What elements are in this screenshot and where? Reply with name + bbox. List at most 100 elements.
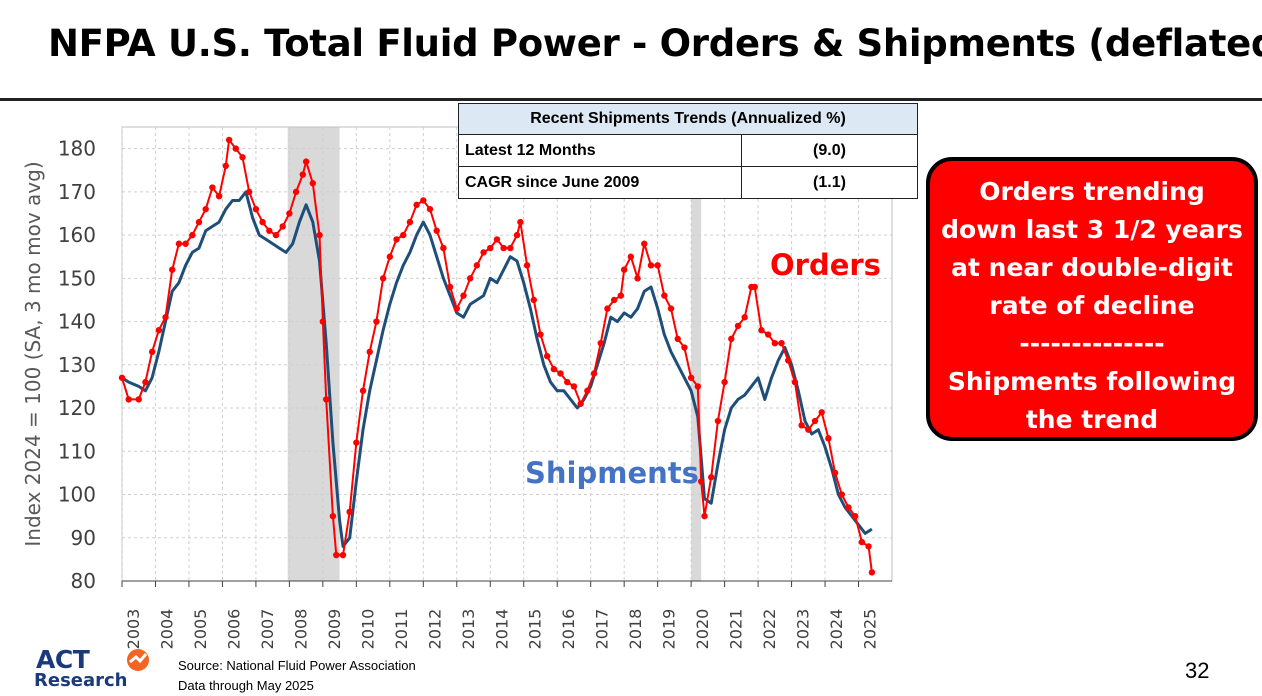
- x-tick-label: 2009: [325, 609, 344, 650]
- y-tick-label: 140: [58, 310, 96, 334]
- orders-data-point: [791, 378, 799, 386]
- y-tick-label: 120: [58, 396, 96, 420]
- orders-data-point: [333, 551, 340, 559]
- x-tick-label: 2007: [258, 609, 277, 650]
- callout-line: the trend: [1025, 405, 1159, 434]
- orders-series-line: [121, 139, 873, 573]
- orders-data-point: [440, 244, 447, 252]
- shipments-trend-table: Recent Shipments Trends (Annualized %) L…: [458, 103, 918, 199]
- orders-data-point: [617, 292, 625, 299]
- orders-data-point: [225, 136, 233, 144]
- orders-data-point: [406, 218, 414, 226]
- orders-data-point: [493, 236, 501, 243]
- orders-data-point: [292, 188, 300, 196]
- orders-data-point: [309, 180, 317, 187]
- logo-swoosh-icon: [127, 649, 149, 671]
- orders-data-point: [239, 154, 246, 161]
- orders-data-point: [286, 210, 293, 217]
- orders-data-point: [550, 365, 558, 373]
- orders-data-point: [393, 236, 400, 243]
- orders-data-point: [359, 387, 367, 394]
- orders-data-point: [400, 231, 407, 239]
- orders-data-point: [764, 331, 772, 338]
- orders-data-point: [513, 231, 521, 239]
- orders-data-point: [858, 538, 866, 546]
- orders-data-point: [339, 551, 347, 559]
- orders-data-point: [142, 378, 149, 386]
- orders-data-point: [175, 240, 183, 247]
- orders-data-point: [426, 205, 434, 213]
- x-tick-label: 2008: [291, 609, 310, 650]
- orders-data-point: [319, 318, 327, 325]
- orders-data-point: [557, 370, 564, 377]
- orders-data-point: [647, 262, 655, 269]
- orders-data-point: [805, 426, 812, 433]
- callout-line: --------------: [1019, 329, 1165, 358]
- orders-data-point: [590, 370, 598, 377]
- orders-data-point: [798, 422, 805, 429]
- orders-data-point: [785, 357, 792, 364]
- orders-data-point: [182, 240, 189, 247]
- orders-data-point: [266, 227, 273, 234]
- orders-data-point: [373, 318, 380, 325]
- x-tick-label: 2024: [827, 609, 846, 650]
- shipments-series-label: Shipments: [525, 456, 699, 490]
- callout-line: down last 3 1/2 years: [941, 215, 1243, 244]
- y-tick-label: 90: [71, 526, 96, 550]
- shipments-series-line: [121, 190, 873, 548]
- x-tick-label: 2005: [191, 609, 210, 650]
- orders-data-point: [851, 512, 859, 520]
- orders-data-point: [189, 231, 196, 239]
- callout-line: at near double-digit: [951, 253, 1233, 282]
- x-tick-label: 2020: [693, 609, 712, 650]
- orders-data-point: [714, 417, 722, 425]
- page-number: 32: [1185, 658, 1210, 683]
- orders-data-point: [316, 231, 323, 239]
- orders-data-point: [543, 352, 551, 360]
- x-tick-label: 2015: [526, 609, 545, 650]
- orders-data-point: [460, 292, 467, 299]
- orders-data-point: [674, 335, 681, 343]
- orders-data-point: [577, 400, 584, 407]
- orders-data-point: [279, 223, 286, 230]
- orders-data-point: [778, 339, 785, 347]
- trend-row-value: (9.0): [741, 134, 918, 167]
- chart-series: [118, 136, 876, 576]
- orders-data-point: [299, 171, 306, 178]
- table-row: Latest 12 Months (9.0): [458, 134, 918, 167]
- x-tick-label: 2018: [626, 609, 645, 650]
- callout-line: rate of decline: [989, 291, 1195, 320]
- y-tick-label: 80: [71, 569, 96, 593]
- orders-data-point: [413, 201, 420, 209]
- orders-data-point: [353, 439, 360, 446]
- x-tick-label: 2016: [559, 609, 578, 650]
- orders-data-point: [751, 283, 758, 291]
- act-research-logo: ACT Research: [34, 645, 164, 693]
- orders-data-point: [420, 197, 427, 204]
- orders-data-point: [845, 504, 852, 511]
- y-tick-label: 100: [58, 483, 96, 507]
- orders-data-point: [500, 244, 507, 252]
- recession-band: [691, 127, 702, 581]
- orders-data-point: [741, 314, 748, 321]
- orders-data-point: [654, 262, 661, 269]
- orders-data-point: [771, 339, 779, 347]
- orders-data-point: [694, 383, 702, 390]
- orders-data-point: [487, 244, 494, 252]
- orders-data-point: [818, 409, 825, 416]
- orders-data-point: [162, 314, 169, 321]
- orders-data-point: [346, 508, 353, 516]
- orders-data-point: [118, 374, 126, 381]
- trend-row-value: (1.1): [741, 166, 918, 199]
- x-tick-label: 2013: [459, 609, 478, 650]
- orders-data-point: [530, 296, 537, 304]
- orders-data-point: [537, 331, 544, 338]
- orders-data-point: [433, 227, 440, 234]
- x-tick-label: 2023: [794, 609, 813, 650]
- orders-data-point: [246, 188, 253, 196]
- orders-data-point: [209, 184, 216, 191]
- orders-data-point: [701, 512, 708, 520]
- orders-data-point: [272, 231, 280, 239]
- orders-data-point: [634, 275, 641, 282]
